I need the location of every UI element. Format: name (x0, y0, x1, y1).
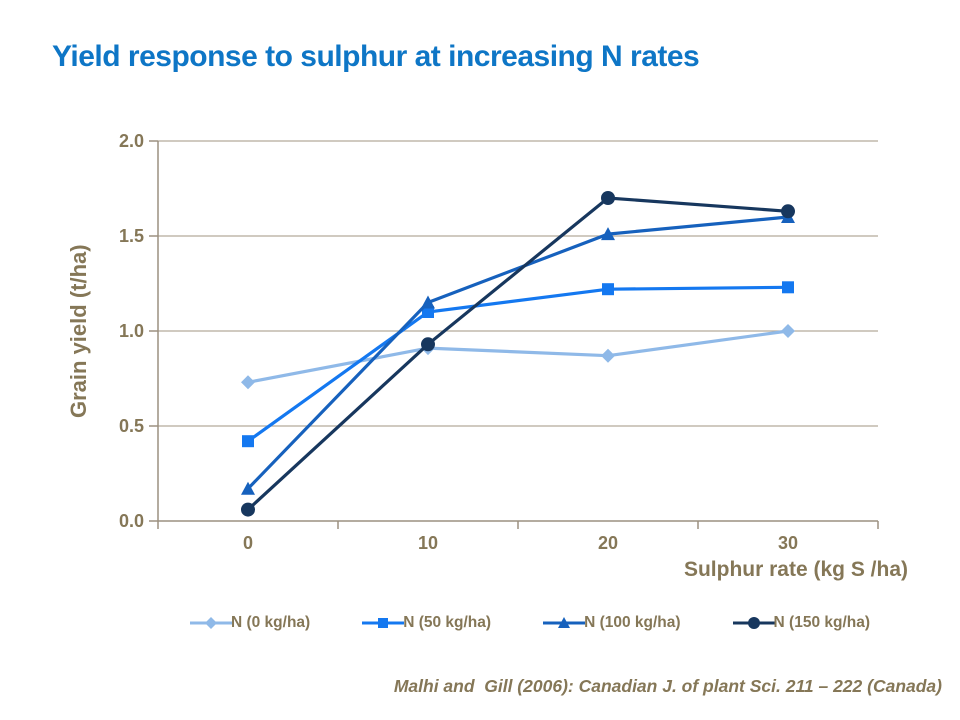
square-marker-icon (422, 306, 434, 318)
square-marker-icon (782, 281, 794, 294)
y-tick-label: 1.0 (118, 321, 144, 341)
circle-marker-icon (241, 502, 255, 517)
series-line (247, 329, 789, 384)
diamond-marker-icon (421, 341, 435, 356)
diamond-marker-icon (241, 375, 255, 390)
legend-swatch-icon (732, 617, 775, 629)
triangle-marker-icon (781, 210, 795, 223)
triangle-marker-icon (601, 227, 615, 241)
circle-marker-icon (601, 191, 615, 205)
diamond-marker-icon (601, 348, 615, 363)
series-line (246, 196, 789, 511)
x-tick-label: 30 (777, 533, 799, 553)
legend-label: N (100 kg/ha) (584, 614, 681, 631)
legend-item: N (50 kg/ha) (362, 614, 491, 632)
legend-item: N (0 kg/ha) (189, 614, 311, 632)
triangle-marker-icon (241, 481, 255, 495)
x-axis-title: Sulphur rate (kg S /ha) (683, 558, 908, 581)
circle-marker-icon (747, 617, 760, 629)
legend-swatch-icon (543, 617, 586, 628)
diamond-marker-icon (781, 324, 795, 338)
y-tick-label: 0.5 (118, 416, 144, 436)
square-marker-icon (242, 435, 254, 448)
square-marker-icon (378, 618, 389, 628)
y-tick-label: 0.0 (118, 511, 144, 531)
chart-legend: N (0 kg/ha) N (50 kg/ha) N (100 kg/ha) N (1… (130, 610, 930, 636)
legend-item: N (100 kg/ha) (543, 614, 681, 632)
citation: Malhi and Gill (2006): Canadian J. of pl… (393, 676, 942, 696)
square-marker-icon (602, 283, 614, 296)
series-line (247, 285, 789, 443)
triangle-marker-icon (558, 617, 571, 628)
y-tick-label: 2.0 (118, 131, 144, 151)
legend-swatch-icon (362, 618, 405, 628)
x-tick-label: 20 (597, 533, 619, 553)
circle-marker-icon (421, 337, 435, 352)
circle-marker-icon (781, 204, 795, 219)
legend-label: N (0 kg/ha) (230, 614, 311, 631)
legend-item: N (150 kg/ha) (732, 614, 871, 632)
page-title: Yield response to sulphur at increasing … (52, 40, 700, 73)
triangle-marker-icon (421, 295, 435, 309)
x-tick-label: 10 (417, 533, 439, 553)
x-tick-label: 0 (242, 533, 253, 553)
legend-label: N (150 kg/ha) (773, 614, 871, 631)
y-axis-title: Grain yield (t/ha) (66, 244, 91, 418)
diamond-marker-icon (204, 617, 217, 629)
legend-swatch-icon (189, 617, 232, 629)
series-line (246, 215, 789, 490)
y-tick-label: 1.5 (118, 226, 144, 246)
legend-label: N (50 kg/ha) (403, 614, 492, 631)
